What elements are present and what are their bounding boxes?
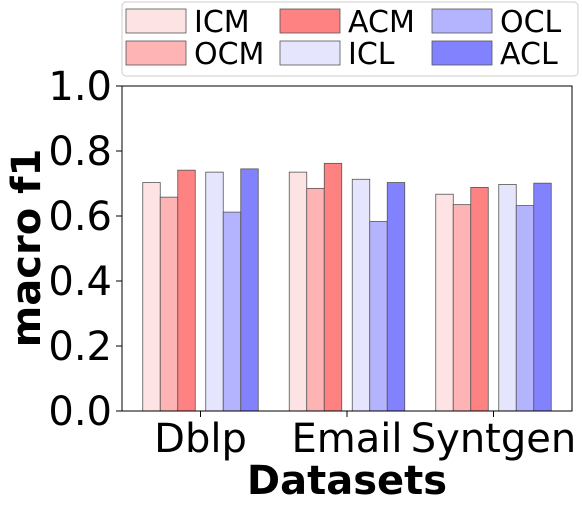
bar-acl-dblp (240, 168, 259, 412)
bar-ocm-syntgen (452, 204, 472, 412)
y-axis-title: macro f1 (4, 149, 50, 348)
x-tick-label-dblp: Dblp (154, 416, 247, 462)
legend-label-acl: ACL (500, 37, 558, 72)
bar-ocl-dblp (222, 211, 242, 412)
y-tick-label: 0.6 (48, 194, 112, 240)
y-tick-label: 0.0 (48, 389, 112, 435)
bar-acl-email (386, 182, 406, 412)
bar-ocm-email (306, 187, 325, 412)
legend-label-acm: ACM (348, 5, 415, 40)
bars (142, 162, 552, 412)
bar-icl-dblp (205, 171, 224, 412)
legend-label-icl: ICL (348, 37, 395, 72)
bar-ocm-dblp (159, 196, 179, 412)
x-axis: Dblp Email Syntgen (154, 411, 576, 462)
y-tick-label: 0.4 (48, 259, 112, 305)
legend-swatch-icm (125, 8, 187, 34)
y-tick-label: 1.0 (48, 64, 112, 110)
bar-icm-syntgen (435, 193, 454, 412)
y-axis: 0.0 0.2 0.4 0.6 0.8 1.0 (48, 64, 122, 435)
bar-icl-email (351, 178, 371, 412)
bar-icm-dblp (142, 182, 161, 412)
x-axis-title: Datasets (247, 458, 447, 504)
legend-label-icm: ICM (194, 5, 250, 40)
legend-label-ocl: OCL (500, 5, 562, 40)
x-tick-label-email: Email (292, 416, 403, 462)
legend-swatch-icl (279, 40, 341, 66)
bar-ocl-email (369, 221, 388, 412)
bar-icl-syntgen (498, 184, 517, 412)
x-tick-label-syntgen: Syntgen (411, 416, 576, 462)
bar-icm-email (288, 171, 308, 412)
legend-swatch-acl (431, 40, 493, 66)
y-tick-label: 0.8 (48, 129, 112, 175)
bar-acm-dblp (177, 169, 196, 412)
bar-ocl-syntgen (515, 205, 535, 412)
legend-swatch-acm (279, 8, 341, 34)
bar-acm-syntgen (470, 186, 489, 412)
legend-swatch-ocl (431, 8, 493, 34)
bar-acl-syntgen (533, 182, 552, 412)
bar-acm-email (323, 162, 343, 412)
legend-swatch-ocm (125, 40, 187, 66)
y-tick-label: 0.2 (48, 324, 112, 370)
legend-label-ocm: OCM (194, 37, 264, 72)
